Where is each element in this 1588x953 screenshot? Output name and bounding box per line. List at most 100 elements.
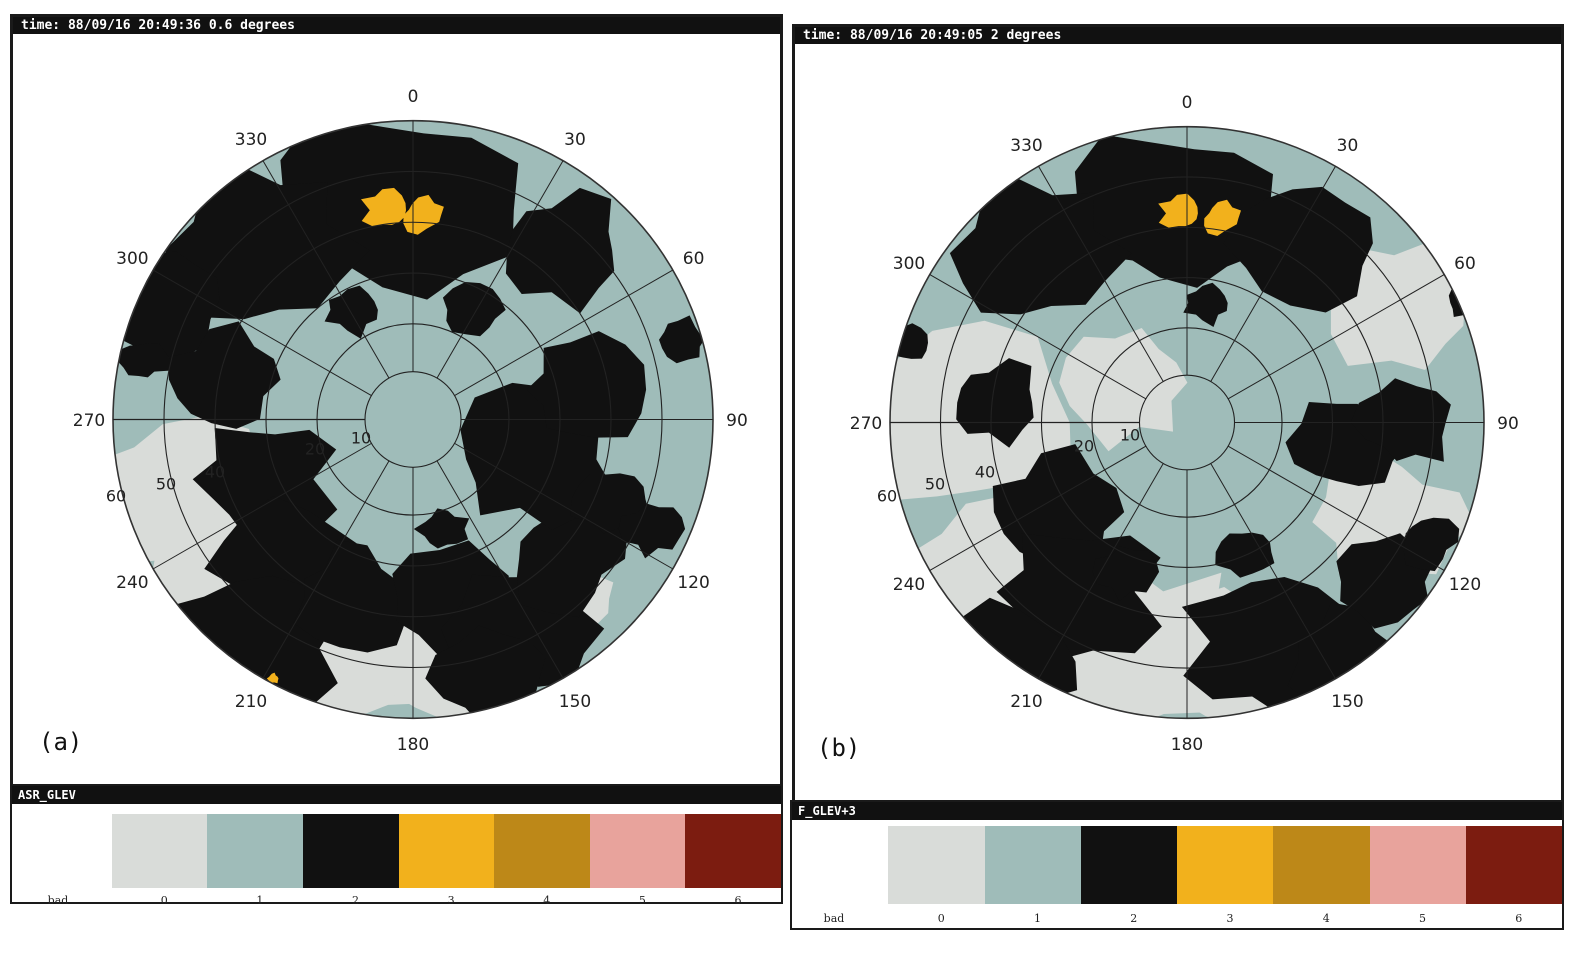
level2-echo: [1350, 378, 1451, 462]
azimuth-spoke: [1038, 166, 1164, 382]
azimuth-spoke: [152, 269, 372, 396]
azimuth-label-270: 270: [849, 414, 883, 434]
swatch-6: [1465, 826, 1562, 904]
level2-echo: [526, 331, 647, 438]
azimuth-label-60: 60: [1454, 253, 1476, 274]
swatch-1: [207, 814, 303, 888]
azimuth-spoke: [1210, 166, 1336, 382]
level2-echo: [956, 358, 1034, 448]
azimuth-spoke: [436, 160, 564, 379]
azimuth-label-90: 90: [726, 411, 748, 431]
panel-a-ppi-svg: [112, 119, 714, 720]
swatch-label-3: 3: [1226, 912, 1234, 925]
swatch-bad: [16, 814, 112, 888]
level2-echo: [293, 539, 413, 653]
level2-echo: [1183, 282, 1228, 327]
panel-a-range-label-50: 50: [155, 474, 177, 494]
swatch-label-bad: bad: [47, 894, 69, 907]
radar-panel-a: time: 88/09/16 20:49:36 0.6 degrees 10 2…: [10, 14, 783, 794]
swatch-3: [398, 814, 495, 888]
azimuth-label-210: 210: [234, 691, 268, 712]
swatch-label-bad: bad: [823, 912, 845, 925]
color-scale-b: F_GLEV+3 bad 0 1 2 3 4 5 6: [790, 800, 1564, 930]
azimuth-label-150: 150: [558, 691, 592, 712]
level2-echo: [442, 282, 506, 337]
azimuth-label-330: 330: [234, 130, 268, 151]
swatch-label-2: 2: [1130, 912, 1138, 925]
swatch-label-1: 1: [1033, 912, 1041, 925]
azimuth-spoke: [929, 274, 1147, 400]
swatch-3: [1177, 826, 1274, 904]
level2-echo: [1448, 283, 1484, 321]
reflectivity-field: [113, 120, 713, 719]
swatch-label-4: 4: [1322, 912, 1330, 925]
panel-a-letter: (a): [39, 728, 83, 756]
level2-echo: [659, 315, 705, 364]
azimuth-label-180: 180: [396, 735, 430, 755]
azimuth-label-120: 120: [1448, 574, 1482, 595]
azimuth-spoke: [1038, 463, 1164, 679]
level0-region: [1059, 327, 1188, 452]
azimuth-label-270: 270: [72, 411, 106, 431]
level2-echo: [1403, 517, 1460, 572]
swatch-bad: [792, 826, 889, 904]
swatch-1: [984, 826, 1081, 904]
panel-a-range-label-20: 20: [304, 439, 326, 459]
swatch-0: [888, 826, 985, 904]
radar-panel-b: time: 88/09/16 20:49:05 2 degrees 10 20 …: [792, 24, 1564, 809]
swatch-0: [111, 814, 208, 888]
azimuth-spoke: [454, 269, 674, 396]
level2-echo: [516, 510, 628, 618]
azimuth-spoke: [1227, 445, 1445, 571]
swatch-5: [1369, 826, 1466, 904]
level2-echo: [505, 187, 615, 314]
panel-b-range-label-20: 20: [1073, 436, 1095, 456]
swatch-6: [685, 814, 781, 888]
azimuth-label-330: 330: [1010, 136, 1043, 156]
color-scale-a-name: ASR_GLEV: [12, 786, 781, 804]
color-scale-b-name: F_GLEV+3: [792, 802, 1562, 820]
panel-a-ppi-plot[interactable]: 10 20 40 50 60 (a) 0 30 60 90 120 150 180 210 24…: [13, 34, 780, 791]
azimuth-spoke: [262, 160, 390, 379]
panel-a-range-label-40: 40: [204, 462, 226, 482]
level3-echo: [266, 672, 279, 684]
color-scale-a-swatches: [16, 814, 781, 888]
azimuth-label-0: 0: [407, 87, 419, 107]
azimuth-spoke: [262, 460, 390, 679]
swatch-2: [1080, 826, 1177, 904]
swatch-label-1: 1: [256, 894, 264, 907]
azimuth-label-300: 300: [892, 253, 926, 274]
panel-b-range-label-10: 10: [1119, 425, 1141, 445]
panel-a-title-bar: time: 88/09/16 20:49:36 0.6 degrees: [13, 17, 780, 34]
swatch-5: [589, 814, 686, 888]
azimuth-label-60: 60: [682, 249, 705, 269]
azimuth-label-120: 120: [677, 573, 710, 593]
level3-echo: [1158, 193, 1198, 228]
swatch-label-0: 0: [160, 894, 168, 907]
panel-b-ppi-plot[interactable]: 10 20 40 50 60 (b) 0 30 60 90 120 150 180 210 24…: [795, 44, 1561, 806]
azimuth-spoke: [454, 442, 674, 570]
level3-echo: [361, 187, 406, 227]
azimuth-label-240: 240: [892, 574, 926, 595]
azimuth-label-210: 210: [1010, 691, 1043, 712]
azimuth-label-300: 300: [116, 249, 149, 269]
level2-echo: [949, 177, 1132, 315]
level2-echo: [618, 503, 686, 559]
swatch-label-0: 0: [937, 912, 945, 925]
azimuth-spoke: [436, 460, 564, 679]
level2-echo: [413, 508, 470, 549]
panel-b-ppi-svg: [889, 125, 1485, 720]
color-scale-b-swatches: [792, 826, 1562, 904]
panel-b-range-label-40: 40: [974, 462, 996, 482]
azimuth-label-240: 240: [116, 573, 149, 593]
panel-b-range-label-50: 50: [924, 474, 946, 494]
panel-a-range-label-60: 60: [105, 486, 127, 506]
swatch-label-3: 3: [447, 894, 455, 907]
panel-b-range-label-60: 60: [876, 486, 898, 506]
azimuth-spoke: [929, 445, 1147, 571]
azimuth-label-30: 30: [1336, 136, 1359, 156]
azimuth-label-30: 30: [564, 130, 586, 151]
azimuth-spoke: [152, 442, 372, 570]
level2-echo: [116, 342, 171, 378]
azimuth-spoke: [1210, 463, 1336, 679]
